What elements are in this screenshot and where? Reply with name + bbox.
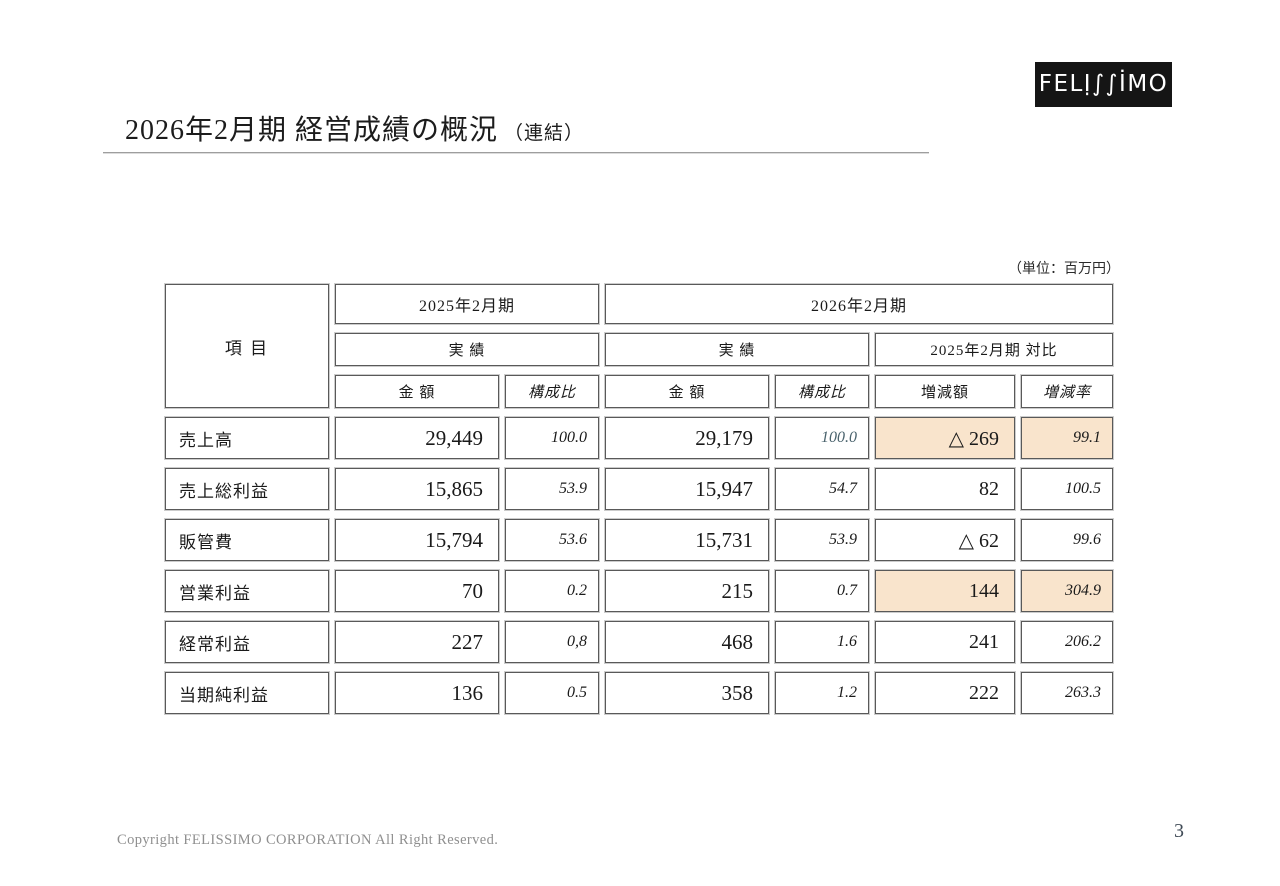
value-cell: 100.0	[505, 417, 599, 459]
header-item: 項 目	[165, 284, 329, 408]
header-comparison: 2025年2月期 対比	[875, 333, 1113, 366]
felissimo-logo: FELỊ∫∫İMO	[1035, 62, 1172, 107]
header-ratio-2025: 構成比	[505, 375, 599, 408]
page-number: 3	[1174, 820, 1184, 842]
value-cell: 1.6	[775, 621, 869, 663]
value-cell: 15,794	[335, 519, 499, 561]
header-amount-2025: 金 額	[335, 375, 499, 408]
value-cell-highlighted: 144	[875, 570, 1015, 612]
page-title-text: 2026年2月期 経営成績の概況	[125, 115, 499, 146]
felissimo-logo-text: FELỊ∫∫İMO	[1038, 71, 1169, 97]
row-label-net-sales: 売上高	[165, 417, 329, 459]
value-cell: 206.2	[1021, 621, 1113, 663]
header-ratio-2026: 構成比	[775, 375, 869, 408]
value-cell: 263.3	[1021, 672, 1113, 714]
row-label-gross-profit: 売上総利益	[165, 468, 329, 510]
row-label-ordinary-income: 経常利益	[165, 621, 329, 663]
value-cell: 358	[605, 672, 769, 714]
title-underline	[103, 152, 929, 154]
value-cell: 468	[605, 621, 769, 663]
value-cell: 15,731	[605, 519, 769, 561]
value-cell: 70	[335, 570, 499, 612]
page-title-suffix: （連結）	[504, 123, 585, 144]
value-cell: 29,449	[335, 417, 499, 459]
value-cell: 53.9	[775, 519, 869, 561]
value-cell: 0,8	[505, 621, 599, 663]
value-cell-highlighted: △ 269	[875, 417, 1015, 459]
value-cell: 100.0	[775, 417, 869, 459]
value-cell: 227	[335, 621, 499, 663]
value-cell: 15,865	[335, 468, 499, 510]
value-cell: 100.5	[1021, 468, 1113, 510]
header-actual-2025: 実 績	[335, 333, 599, 366]
value-cell: 241	[875, 621, 1015, 663]
value-cell: 136	[335, 672, 499, 714]
value-cell: △ 62	[875, 519, 1015, 561]
value-cell: 53.6	[505, 519, 599, 561]
header-period-2026: 2026年2月期	[605, 284, 1113, 324]
value-cell: 15,947	[605, 468, 769, 510]
value-cell-highlighted: 99.1	[1021, 417, 1113, 459]
copyright-text: Copyright FELISSIMO CORPORATION All Righ…	[117, 832, 499, 848]
value-cell: 215	[605, 570, 769, 612]
header-period-2025: 2025年2月期	[335, 284, 599, 324]
value-cell: 222	[875, 672, 1015, 714]
row-label-net-income: 当期純利益	[165, 672, 329, 714]
row-label-sga-expenses: 販管費	[165, 519, 329, 561]
value-cell: 0.5	[505, 672, 599, 714]
value-cell: 54.7	[775, 468, 869, 510]
header-change-amount: 増減額	[875, 375, 1015, 408]
value-cell: 1.2	[775, 672, 869, 714]
page-title: 2026年2月期 経営成績の概況 （連結）	[125, 108, 584, 148]
value-cell: 0.7	[775, 570, 869, 612]
header-change-ratio: 増減率	[1021, 375, 1113, 408]
value-cell: 0.2	[505, 570, 599, 612]
row-label-operating-income: 営業利益	[165, 570, 329, 612]
value-cell: 29,179	[605, 417, 769, 459]
value-cell: 99.6	[1021, 519, 1113, 561]
financial-results-table: 項 目 2025年2月期 2026年2月期 実 績 実 績 2025年2月期 対…	[165, 284, 1113, 714]
value-cell: 53.9	[505, 468, 599, 510]
value-cell-highlighted: 304.9	[1021, 570, 1113, 612]
unit-note: （単位：百万円）	[1008, 262, 1120, 277]
header-actual-2026: 実 績	[605, 333, 869, 366]
value-cell: 82	[875, 468, 1015, 510]
header-amount-2026: 金 額	[605, 375, 769, 408]
